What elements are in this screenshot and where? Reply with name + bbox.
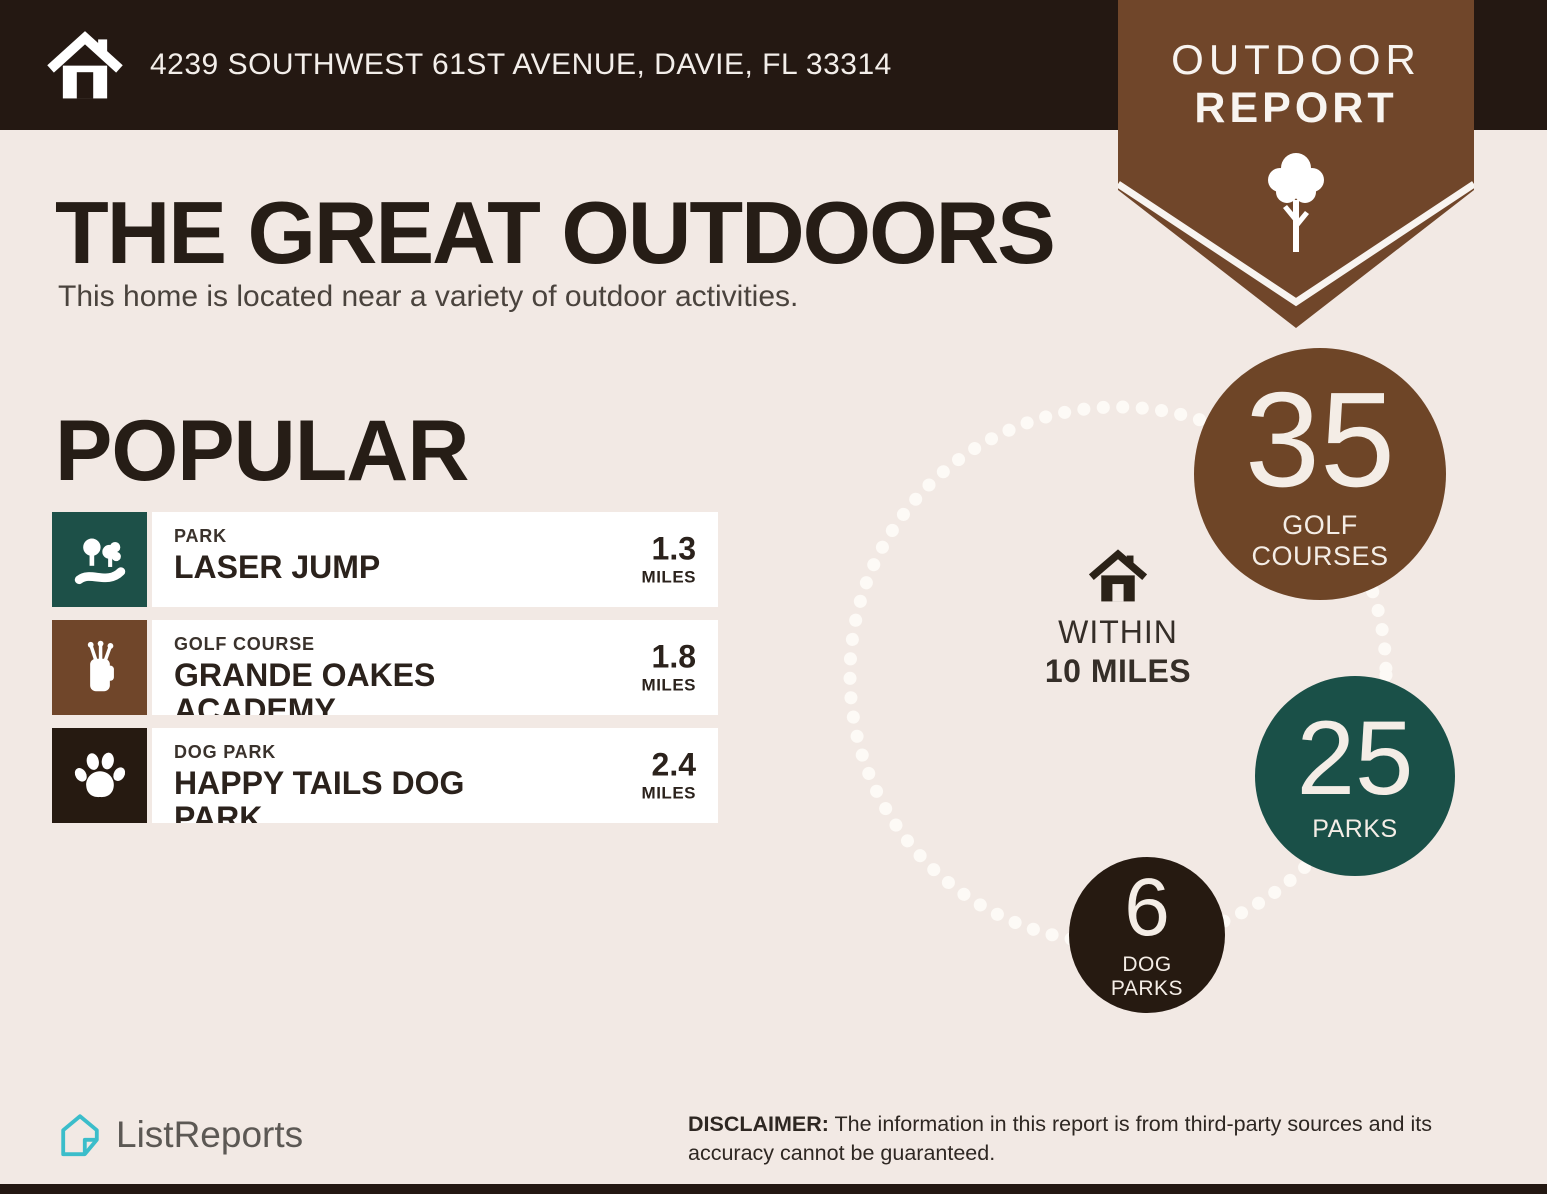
distance-unit: MILES <box>641 567 696 586</box>
golf-course-card: GOLF COURSE GRANDE OAKES ACADEMY 1.8 MIL… <box>152 620 718 715</box>
distance: 1.8 MILES <box>642 640 696 695</box>
outdoor-report-badge: OUTDOOR REPORT <box>1118 0 1474 332</box>
golf-icon-box <box>52 620 147 715</box>
stat-value: 25 <box>1296 699 1414 817</box>
category-label: PARK <box>174 526 227 546</box>
place-name: LASER JUMP <box>174 549 381 585</box>
distance-value: 1.3 <box>651 530 696 566</box>
distance-unit: MILES <box>641 675 696 694</box>
center-house-icon <box>1088 549 1148 602</box>
distance-value: 2.4 <box>651 746 696 782</box>
disclaimer-text: The information in this report is from t… <box>688 1112 1432 1166</box>
listreports-wordmark: ListReports <box>116 1114 304 1155</box>
place-name: GRANDE OAKES ACADEMY <box>174 657 436 715</box>
stat-label: DOG PARKS <box>1110 952 1184 1000</box>
page-title: THE GREAT OUTDOORS <box>55 183 1056 282</box>
park-icon-box <box>52 512 147 607</box>
park-card: PARK LASER JUMP 1.3 MILES <box>152 512 718 607</box>
distance-unit: MILES <box>641 783 696 802</box>
list-item-park: PARK LASER JUMP 1.3 MILES <box>52 512 718 607</box>
radius-widget: WITHIN 10 MILES <box>988 548 1248 690</box>
property-address: 4239 SOUTHWEST 61ST AVENUE, DAVIE, FL 33… <box>150 48 892 81</box>
stat-label: PARKS <box>1312 814 1398 843</box>
stat-value: 6 <box>1124 861 1170 953</box>
stat-golf-courses: 35 GOLF COURSES <box>1194 348 1446 600</box>
golf-bag-icon <box>87 640 114 691</box>
stat-label: GOLF COURSES <box>1251 510 1389 572</box>
disclaimer: DISCLAIMER: The information in this repo… <box>688 1110 1508 1168</box>
distance-value: 1.8 <box>651 638 696 674</box>
tree-icon <box>1268 153 1324 252</box>
place-name: HAPPY TAILS DOG PARK <box>174 765 465 823</box>
stat-parks: 25 PARKS <box>1255 676 1455 876</box>
park-icon <box>74 538 125 584</box>
disclaimer-label: DISCLAIMER: <box>688 1112 829 1136</box>
list-item-golf-course: GOLF COURSE GRANDE OAKES ACADEMY 1.8 MIL… <box>52 620 718 715</box>
dog-park-card: DOG PARK HAPPY TAILS DOG PARK 2.4 MILES <box>152 728 718 823</box>
popular-list: PARK LASER JUMP 1.3 MILES <box>52 512 718 836</box>
distance: 2.4 MILES <box>642 748 696 803</box>
distance: 1.3 MILES <box>642 532 696 587</box>
stat-dog-parks: 6 DOG PARKS <box>1069 857 1225 1013</box>
category-label: DOG PARK <box>174 742 277 762</box>
page-subtitle: This home is located near a variety of o… <box>58 280 799 313</box>
list-item-dog-park: DOG PARK HAPPY TAILS DOG PARK 2.4 MILES <box>52 728 718 823</box>
home-icon <box>47 31 123 99</box>
category-label: GOLF COURSE <box>174 634 315 654</box>
badge-title-line2: REPORT <box>1194 84 1398 132</box>
dog-park-icon-box <box>52 728 147 823</box>
paw-icon <box>74 752 125 797</box>
stat-value: 35 <box>1244 363 1396 515</box>
listreports-logo: ListReports <box>56 1110 303 1160</box>
badge-title-line1: OUTDOOR <box>1171 36 1421 83</box>
listreports-logo-icon <box>61 1114 99 1157</box>
popular-section-heading: POPULAR <box>55 403 469 499</box>
bottom-accent-bar <box>0 1184 1547 1194</box>
radius-label-line2: 10 MILES <box>1044 653 1192 689</box>
radius-label-line1: WITHIN <box>1058 614 1178 650</box>
